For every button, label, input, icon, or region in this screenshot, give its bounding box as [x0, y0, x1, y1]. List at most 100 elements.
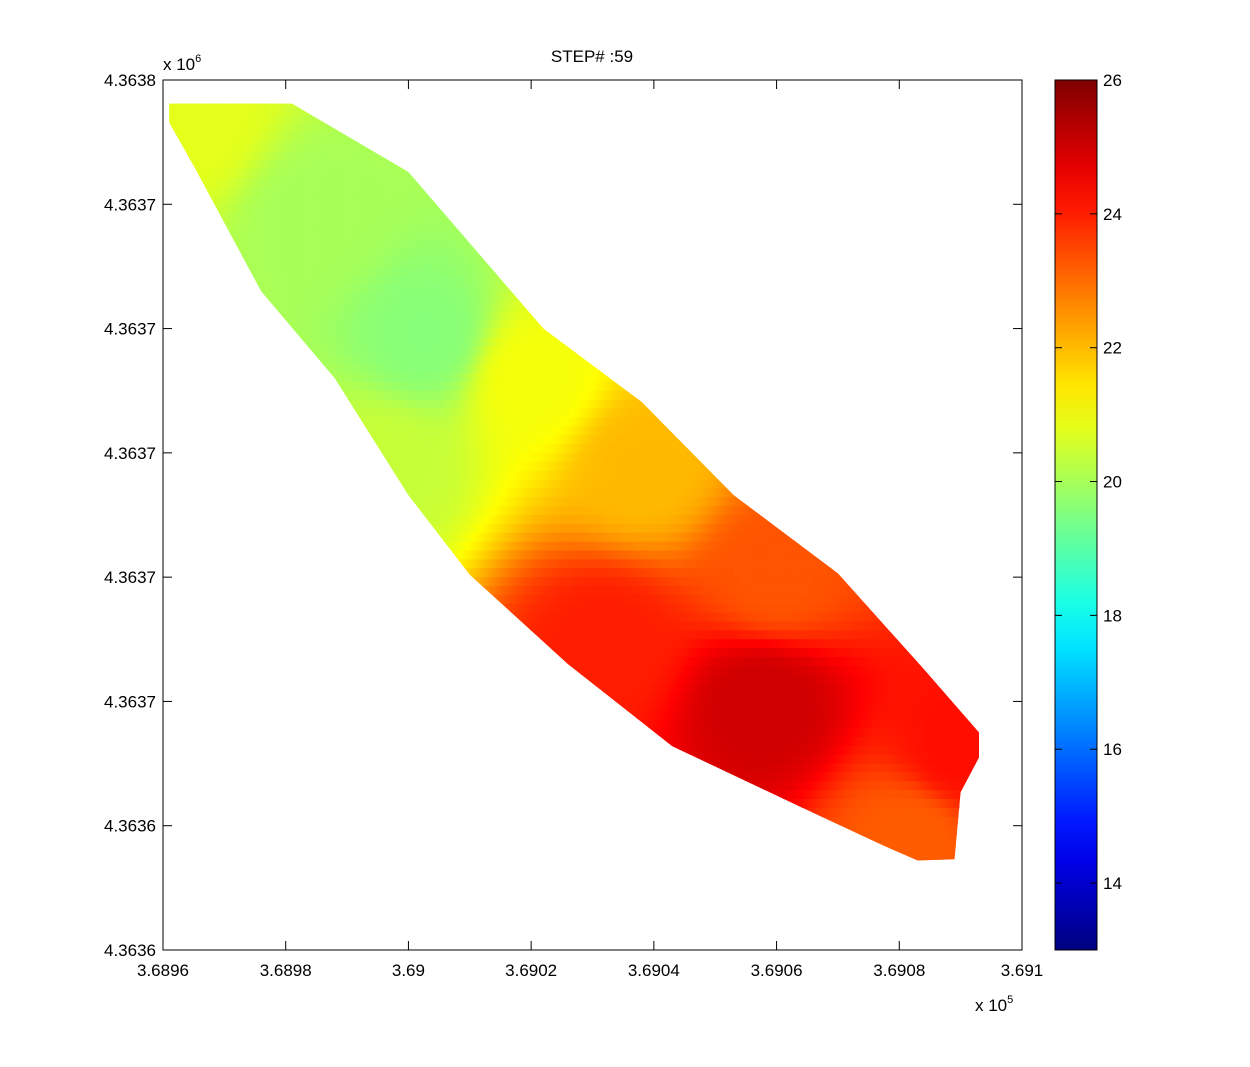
heatmap-cell: [179, 425, 182, 436]
heatmap-cell: [225, 603, 228, 613]
heatmap-cell: [199, 674, 202, 684]
heatmap-cell: [225, 532, 228, 542]
heatmap-cell: [203, 594, 205, 604]
heatmap-cell: [172, 230, 175, 240]
heatmap-cell: [204, 239, 207, 249]
heatmap-cell: [200, 416, 203, 427]
heatmap-cell: [225, 354, 228, 365]
heatmap-cell: [206, 505, 209, 516]
heatmap-cell: [198, 825, 200, 835]
heatmap-cell: [177, 549, 180, 560]
heatmap-cell: [193, 496, 195, 507]
heatmap-cell: [188, 168, 190, 178]
heatmap-cell: [224, 807, 227, 817]
heatmap-cell: [184, 443, 187, 453]
heatmap-cell: [230, 239, 233, 249]
heatmap-cell: [177, 328, 180, 338]
heatmap-cell: [215, 266, 218, 276]
heatmap-cell: [239, 833, 242, 844]
heatmap-cell: [209, 683, 212, 693]
heatmap-cell: [218, 248, 221, 258]
heatmap-cell: [183, 115, 185, 125]
heatmap-cell: [216, 115, 219, 125]
heatmap-cell: [183, 159, 185, 169]
heatmap-cell: [176, 683, 179, 693]
heatmap-cell: [229, 390, 232, 400]
heatmap-cell: [239, 549, 242, 560]
heatmap-cell: [194, 620, 197, 631]
heatmap-cell: [176, 833, 179, 844]
heatmap-cell: [219, 638, 222, 649]
heatmap-cell: [232, 319, 234, 329]
heatmap-cell: [234, 789, 237, 799]
heatmap-cell: [181, 195, 184, 205]
heatmap-cell: [189, 399, 192, 409]
heatmap-cell: [214, 301, 217, 311]
heatmap-cell: [227, 780, 229, 791]
heatmap-cell: [229, 354, 232, 365]
heatmap-cell: [210, 292, 213, 303]
heatmap-cell: [233, 718, 236, 728]
heatmap-cell: [172, 336, 175, 347]
heatmap-cell: [205, 674, 208, 684]
heatmap-cell: [220, 585, 223, 595]
heatmap-cell: [170, 103, 173, 107]
heatmap-cell: [214, 390, 217, 400]
heatmap-cell: [191, 434, 194, 445]
heatmap-cell: [188, 523, 190, 533]
heatmap-cell: [183, 470, 185, 480]
heatmap-cell: [185, 603, 188, 613]
heatmap-cell: [220, 736, 223, 746]
heatmap-cell: [224, 585, 227, 595]
heatmap-cell: [180, 532, 183, 542]
heatmap-cell: [176, 505, 179, 516]
heatmap-cell: [195, 514, 198, 524]
heatmap-cell: [203, 115, 205, 125]
heatmap-cell: [176, 115, 179, 125]
heatmap-cell: [201, 354, 204, 365]
heatmap-cell: [199, 301, 202, 311]
heatmap-cell: [216, 239, 219, 249]
heatmap-cell: [195, 789, 198, 799]
heatmap-cell: [232, 816, 234, 826]
heatmap-cell: [239, 310, 242, 320]
heatmap-cell: [194, 549, 197, 560]
heatmap-cell: [177, 186, 180, 196]
heatmap-cell: [176, 416, 179, 427]
heatmap-cell: [227, 292, 229, 303]
heatmap-cell: [184, 842, 187, 853]
heatmap-cell: [176, 230, 179, 240]
heatmap-cell: [193, 434, 195, 445]
heatmap-cell: [229, 718, 232, 728]
heatmap-cell: [199, 558, 202, 569]
heatmap-cell: [171, 505, 174, 516]
heatmap-cell: [225, 257, 228, 267]
heatmap-cell: [186, 203, 189, 214]
heatmap-cell: [214, 266, 217, 276]
heatmap-cell: [222, 691, 224, 702]
heatmap-cell: [206, 132, 209, 143]
heatmap-cell: [194, 159, 197, 169]
heatmap-cell: [220, 141, 223, 152]
heatmap-cell: [233, 851, 236, 861]
heatmap-cell: [180, 523, 183, 533]
heatmap-cell: [215, 603, 218, 613]
heatmap-cell: [230, 780, 233, 791]
heatmap-cell: [185, 390, 188, 400]
heatmap-cell: [172, 549, 175, 560]
heatmap-cell: [218, 603, 221, 613]
heatmap-cell: [222, 487, 224, 498]
heatmap-cell: [232, 283, 234, 294]
heatmap-cell: [180, 274, 183, 285]
heatmap-cell: [238, 585, 241, 595]
heatmap-cell: [215, 416, 218, 427]
heatmap-cell: [196, 576, 199, 586]
heatmap-cell: [213, 647, 216, 657]
heatmap-cell: [215, 399, 218, 409]
heatmap-cell: [191, 230, 194, 240]
heatmap-cell: [220, 150, 223, 161]
heatmap-cell: [239, 851, 242, 861]
heatmap-cell: [198, 789, 200, 799]
heatmap-cell: [194, 257, 197, 267]
heatmap-cell: [186, 549, 189, 560]
